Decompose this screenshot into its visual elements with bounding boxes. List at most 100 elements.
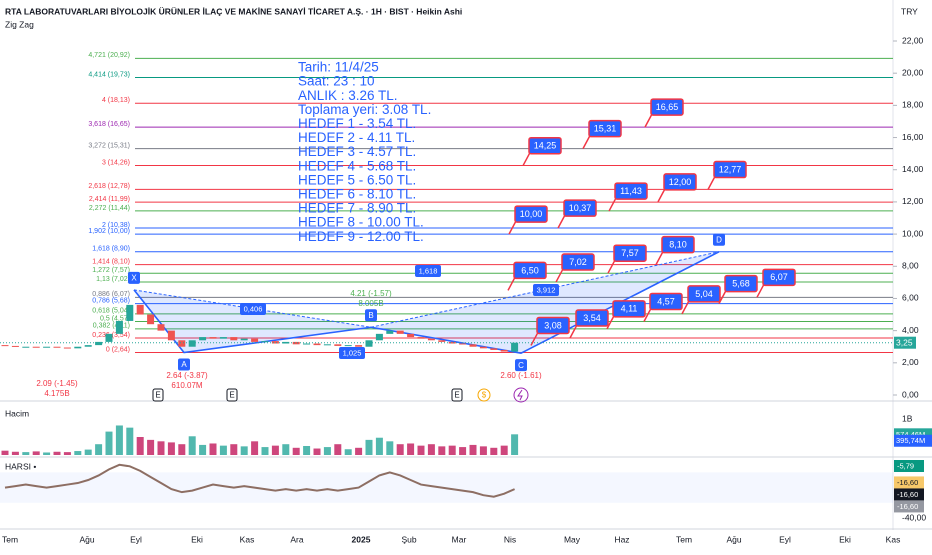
ratio-box — [533, 284, 559, 296]
fib-label: 4,414 (19,73) — [88, 71, 130, 78]
volume-badge — [894, 434, 932, 447]
annotation-line: HEDEF 8 - 10.00 TL. — [298, 215, 424, 230]
target-box — [528, 136, 562, 155]
y-tick-label: 10,00 — [902, 228, 924, 238]
target-label: 6,07 — [770, 272, 788, 282]
y-tick-label: 8,00 — [902, 261, 919, 271]
candle — [32, 346, 40, 348]
candle — [43, 346, 51, 348]
harsi-badge — [894, 500, 924, 513]
last-price-label: 3,25 — [896, 337, 913, 347]
target-label: 14,25 — [534, 141, 557, 151]
target-label: 15,31 — [594, 124, 617, 134]
harsi-badge — [894, 488, 924, 501]
harsi-badge-label: -16,60 — [897, 478, 918, 487]
volume-bar — [469, 444, 477, 455]
harsi-label: HARSI • — [5, 461, 36, 471]
pattern-point-label: A — [181, 360, 187, 369]
candle — [313, 343, 321, 346]
volume-bar — [292, 447, 300, 455]
volume-bar — [199, 444, 207, 455]
annotation-line: HEDEF 6 - 8.10 TL. — [298, 186, 416, 201]
annotation-line: ANLIK : 3.26 TL. — [298, 88, 398, 103]
candle — [261, 341, 269, 343]
volume-bar — [313, 448, 321, 455]
event-box — [226, 388, 238, 402]
candle — [105, 333, 113, 342]
fib-label: 4,721 (20,92) — [88, 52, 130, 59]
volume-bar — [219, 445, 227, 455]
volume-bar — [126, 427, 134, 455]
x-tick-label: Eyl — [130, 534, 142, 544]
target-label: 6,50 — [521, 265, 539, 275]
candle — [167, 330, 175, 341]
volume-bar — [32, 451, 40, 455]
volume-bar — [188, 436, 196, 455]
volume-bar — [43, 452, 51, 455]
fib-label: 1,272 (7,57) — [92, 267, 130, 274]
target-box — [561, 253, 595, 271]
candle — [11, 345, 19, 347]
target-box — [514, 205, 548, 223]
candle — [147, 314, 155, 325]
x-tick-label: Şub — [401, 534, 416, 544]
target-label: 3,08 — [544, 320, 562, 330]
annotation-line: HEDEF 5 - 6.50 TL. — [298, 172, 416, 187]
x-tick-label: May — [564, 534, 581, 544]
ratio-label: 0,406 — [244, 304, 263, 313]
pattern-point-box — [178, 358, 190, 371]
candle — [219, 337, 227, 339]
chart-title: RTA LABORATUVARLARI BİYOLOJİK ÜRÜNLER İL… — [5, 6, 462, 16]
candle — [251, 338, 259, 342]
ratio-label: 1,618 — [419, 266, 438, 275]
x-tick-label: Kas — [886, 534, 901, 544]
pattern-fill — [371, 251, 719, 354]
target-label: 4,57 — [657, 296, 675, 306]
candle — [240, 338, 248, 341]
pivot-label: 2.64 (-3.87) — [166, 371, 208, 380]
volume-bar — [95, 444, 103, 455]
pattern-point-box — [713, 233, 725, 246]
volume-bar — [407, 443, 415, 455]
target-box — [713, 160, 747, 179]
volume-bar — [63, 452, 71, 455]
volume-bar — [344, 449, 352, 455]
fib-label: 0,5 (4,57) — [100, 315, 130, 322]
pivot-label: 2.60 (-1.61) — [500, 371, 542, 380]
pattern-point-label: X — [131, 274, 137, 283]
volume-bar — [167, 442, 175, 455]
target-label: 5,04 — [695, 289, 713, 299]
event-box — [477, 388, 491, 402]
candle — [427, 338, 435, 341]
target-box — [536, 316, 570, 335]
fib-label: 2,618 (12,78) — [88, 183, 130, 190]
target-label: 4,11 — [621, 304, 638, 314]
event-label: $ — [482, 391, 487, 400]
ratio-label: 3,912 — [537, 285, 556, 294]
target-box — [613, 244, 647, 262]
candle — [344, 345, 352, 347]
candle — [448, 341, 456, 344]
fib-label: 0,786 (5,68) — [92, 297, 130, 304]
target-label: 7,57 — [621, 248, 639, 258]
candle — [500, 349, 508, 352]
pivot-sub-label: 4.175B — [44, 389, 69, 398]
currency: TRY — [901, 6, 918, 16]
candle — [157, 324, 165, 331]
volume-bar — [438, 446, 446, 455]
harsi-badge-label: -16,60 — [897, 502, 918, 511]
x-tick-label: Eyl — [779, 534, 791, 544]
volume-bar — [427, 444, 435, 455]
candle — [490, 348, 498, 350]
annotation-line: HEDEF 3 - 4.57 TL. — [298, 144, 416, 159]
y-tick-label: 0,00 — [902, 389, 919, 399]
target-box — [575, 309, 609, 327]
target-label: 12,00 — [669, 177, 692, 187]
candle — [334, 344, 342, 346]
candle — [22, 346, 30, 348]
target-box — [588, 119, 622, 138]
fib-label: 2,414 (11,99) — [89, 196, 130, 203]
volume-bar — [271, 445, 279, 455]
ratio-label: 1,025 — [343, 348, 362, 357]
pivot-label: 4.21 (-1.57) — [350, 289, 392, 298]
